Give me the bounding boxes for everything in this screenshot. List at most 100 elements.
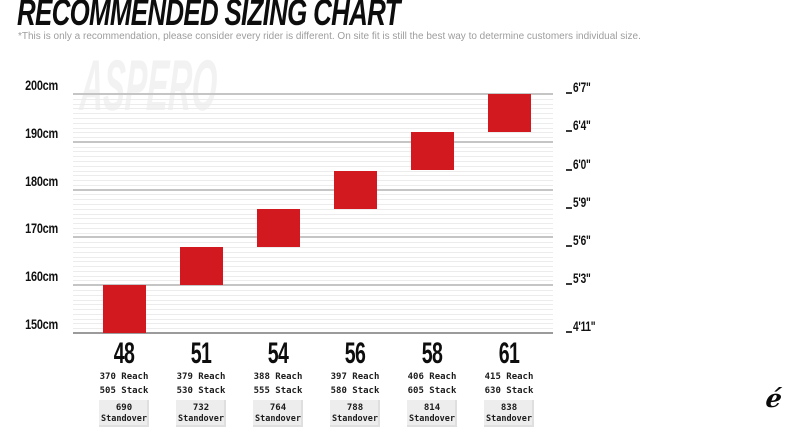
grid-line-minor — [73, 160, 553, 162]
grid-line-minor — [73, 98, 553, 100]
size-number: 58 — [421, 337, 443, 370]
grid-line-minor — [73, 180, 553, 181]
standover-label: Standover — [331, 414, 379, 424]
reach-value: 397 Reach — [330, 372, 380, 382]
left-axis-label: 160cm — [25, 268, 58, 285]
grid-line-minor — [73, 122, 553, 124]
grid-line-minor — [73, 304, 553, 306]
grid-line-minor — [73, 151, 553, 153]
page-subtitle: *This is only a recommendation, please c… — [18, 31, 641, 42]
left-axis-label: 150cm — [25, 316, 58, 332]
grid-line-minor — [73, 256, 553, 258]
right-axis-tick — [566, 92, 572, 94]
left-axis-label: 200cm — [25, 77, 58, 93]
size-block-61 — [487, 94, 531, 133]
grid-line-minor — [73, 117, 553, 119]
grid-line-minor — [73, 290, 553, 291]
standover-box: 814 Standover — [407, 400, 457, 427]
standover-box: 788 Standover — [330, 400, 380, 427]
grid-line-minor — [73, 137, 553, 138]
grid-line-minor — [73, 218, 553, 220]
grid-line-minor — [73, 280, 553, 282]
left-axis-label: 190cm — [25, 124, 58, 141]
reach-value: 415 Reach — [484, 372, 534, 382]
grid-line-minor — [73, 270, 553, 272]
right-axis-tick — [566, 130, 572, 133]
size-block-54 — [256, 208, 300, 247]
grid-line-minor — [73, 199, 553, 201]
stack-value: 555 Stack — [253, 386, 303, 396]
grid-line-minor — [73, 165, 553, 167]
right-axis-tick — [566, 331, 572, 333]
standover-label: Standover — [485, 414, 533, 424]
standover-label: Standover — [408, 414, 456, 424]
grid-line-major — [73, 188, 553, 191]
grid-line-minor — [73, 108, 553, 110]
right-axis-label: 5'9" — [573, 193, 591, 210]
grid-line-minor — [73, 175, 553, 177]
grid-line-minor — [73, 328, 553, 330]
size-block-56 — [333, 170, 377, 209]
right-axis-label: 6'7" — [573, 79, 591, 95]
grid-line-major — [73, 140, 553, 143]
grid-line-minor — [73, 184, 553, 186]
stack-value: 630 Stack — [484, 386, 534, 396]
grid-line-minor — [73, 146, 553, 148]
grid-line-minor — [73, 299, 553, 301]
plot-area — [73, 93, 553, 334]
grid-line-minor — [73, 313, 553, 315]
grid-line-minor — [73, 261, 553, 263]
stack-value: 530 Stack — [176, 386, 226, 396]
stack-value: 580 Stack — [330, 386, 380, 396]
grid-line-minor — [73, 294, 553, 296]
grid-line-minor — [73, 232, 553, 234]
standover-box: 732 Standover — [176, 400, 226, 427]
right-axis-tick — [566, 245, 572, 247]
right-axis-label: 5'6" — [573, 232, 591, 248]
reach-value: 388 Reach — [253, 372, 303, 382]
standover-value: 764 — [269, 403, 287, 413]
grid-line-minor — [73, 113, 553, 115]
right-axis-tick — [566, 206, 572, 209]
grid-line-major — [73, 284, 553, 287]
grid-line-minor — [73, 251, 553, 253]
grid-line-minor — [73, 156, 553, 158]
standover-label: Standover — [254, 414, 302, 424]
standover-box: 838 Standover — [484, 400, 534, 427]
size-number: 51 — [190, 337, 212, 370]
grid-line-minor — [73, 309, 553, 311]
grid-line-minor — [73, 194, 553, 196]
grid-line-minor — [73, 203, 553, 205]
grid-line-major — [73, 93, 553, 95]
right-axis-tick — [566, 283, 572, 286]
page-title: RECOMMENDED SIZING CHART — [17, 0, 400, 33]
size-number: 61 — [498, 337, 520, 370]
standover-label: Standover — [100, 414, 148, 424]
grid-line-major — [73, 236, 553, 239]
grid-line-minor — [73, 275, 553, 277]
x-axis-line — [73, 332, 553, 334]
right-axis-label: 4'11" — [573, 318, 596, 334]
stack-value: 505 Stack — [99, 386, 149, 396]
grid-line-minor — [73, 247, 553, 248]
stack-value: 605 Stack — [407, 386, 457, 396]
grid-line-minor — [73, 132, 553, 134]
standover-value: 732 — [192, 403, 210, 413]
reach-value: 406 Reach — [407, 372, 457, 382]
right-axis-label: 5'3" — [573, 270, 591, 287]
grid-line-minor — [73, 127, 553, 129]
grid-line-minor — [73, 223, 553, 225]
left-axis-label: 180cm — [25, 172, 58, 189]
grid-line-minor — [73, 242, 553, 244]
size-number: 48 — [113, 337, 135, 370]
right-axis-tick — [566, 168, 572, 171]
standover-value: 690 — [115, 403, 133, 413]
standover-value: 838 — [500, 403, 518, 413]
standover-box: 764 Standover — [253, 400, 303, 427]
standover-box: 690 Standover — [99, 400, 149, 427]
size-number: 54 — [267, 337, 289, 370]
grid-line-minor — [73, 266, 553, 268]
grid-line-minor — [73, 323, 553, 325]
